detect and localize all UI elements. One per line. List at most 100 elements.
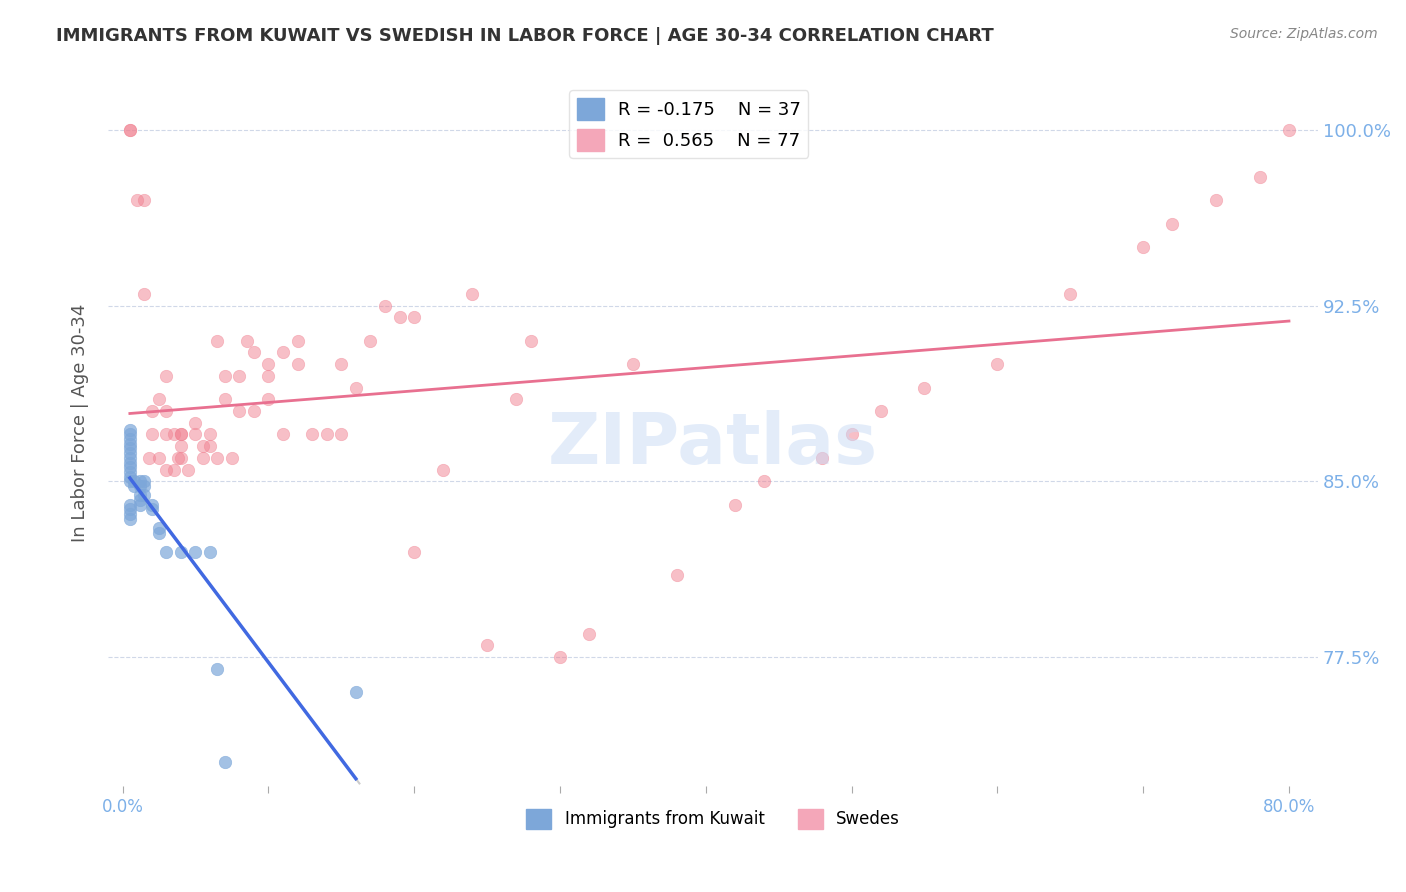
Point (1278, 123, 1301, 137)
Point (1249, 169, 1271, 184)
Point (141, 404, 163, 418)
Y-axis label: In Labor Force | Age 30-34: In Labor Force | Age 30-34 (72, 303, 89, 541)
Point (118, 460, 141, 475)
Point (118, 450, 141, 465)
Point (118, 123, 141, 137)
Point (170, 439, 193, 453)
Point (235, 334, 257, 348)
Point (170, 544, 193, 558)
Point (191, 439, 214, 453)
Point (127, 193, 149, 207)
Point (148, 521, 170, 535)
Point (330, 357, 353, 371)
Point (122, 479, 145, 493)
Point (155, 368, 177, 383)
Point (129, 479, 152, 493)
Point (155, 544, 177, 558)
Point (162, 427, 184, 442)
Point (404, 544, 426, 558)
Point (344, 380, 367, 394)
Point (214, 368, 236, 383)
Point (257, 392, 280, 407)
Point (271, 345, 294, 359)
Point (134, 193, 156, 207)
Point (134, 286, 156, 301)
Point (118, 423, 141, 437)
Point (359, 334, 381, 348)
Point (228, 368, 250, 383)
Point (986, 357, 1008, 371)
Point (129, 498, 152, 512)
Point (118, 475, 141, 489)
Point (134, 479, 156, 493)
Point (841, 427, 863, 442)
Point (724, 498, 747, 512)
Point (243, 345, 266, 359)
Point (141, 498, 163, 512)
Point (118, 469, 141, 483)
Point (301, 427, 323, 442)
Point (207, 450, 229, 465)
Point (344, 685, 367, 699)
Point (221, 450, 243, 465)
Point (243, 404, 266, 418)
Point (155, 427, 177, 442)
Point (257, 368, 280, 383)
Point (129, 488, 152, 502)
Point (170, 450, 193, 465)
Point (118, 446, 141, 460)
Point (315, 427, 337, 442)
Point (118, 427, 141, 442)
Point (228, 404, 250, 418)
Point (811, 450, 834, 465)
Point (170, 427, 193, 442)
Point (118, 432, 141, 446)
Point (388, 310, 411, 325)
Point (129, 493, 152, 508)
Point (184, 427, 207, 442)
Point (665, 568, 688, 582)
Point (118, 123, 141, 137)
Text: Source: ZipAtlas.com: Source: ZipAtlas.com (1230, 27, 1378, 41)
Point (118, 437, 141, 451)
Point (155, 462, 177, 476)
Point (432, 462, 454, 476)
Point (257, 357, 280, 371)
Point (1161, 217, 1184, 231)
Point (404, 310, 426, 325)
Legend: Immigrants from Kuwait, Swedes: Immigrants from Kuwait, Swedes (520, 802, 907, 836)
Point (461, 286, 484, 301)
Point (122, 475, 145, 489)
Point (184, 416, 207, 430)
Point (141, 427, 163, 442)
Point (184, 544, 207, 558)
Point (207, 334, 229, 348)
Point (138, 450, 160, 465)
Point (287, 334, 309, 348)
Point (118, 498, 141, 512)
Point (1059, 286, 1081, 301)
Point (505, 392, 527, 407)
Point (207, 662, 229, 676)
Point (198, 427, 221, 442)
Point (214, 756, 236, 770)
Point (198, 544, 221, 558)
Point (170, 427, 193, 442)
Point (118, 502, 141, 516)
Point (914, 380, 936, 394)
Point (191, 450, 214, 465)
Point (148, 392, 170, 407)
Point (869, 404, 891, 418)
Point (162, 462, 184, 476)
Point (374, 299, 396, 313)
Point (118, 512, 141, 526)
Point (118, 507, 141, 521)
Point (118, 456, 141, 470)
Point (148, 450, 170, 465)
Point (177, 462, 200, 476)
Point (287, 357, 309, 371)
Point (1205, 193, 1227, 207)
Point (578, 626, 600, 640)
Point (520, 334, 543, 348)
Point (118, 465, 141, 479)
